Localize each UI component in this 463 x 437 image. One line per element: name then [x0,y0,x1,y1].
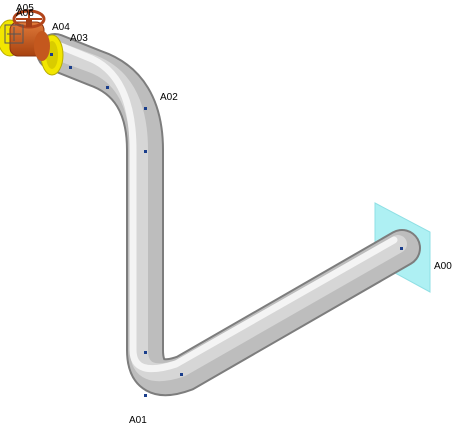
node-label-a02[interactable]: A02 [160,92,178,103]
node-markers [50,53,403,397]
valve-assembly [0,9,50,61]
node-dot [144,394,147,397]
node-dot [144,150,147,153]
pipe-midtone [46,41,407,382]
node-dot [180,373,183,376]
node-dot [69,66,72,69]
pipe-highlight [54,41,398,373]
node-dot [50,53,53,56]
node-selection-box [4,24,24,44]
node-label-a06[interactable]: A06 [16,8,34,19]
node-dot [144,107,147,110]
node-dot [106,86,109,89]
pipe-body [38,35,419,395]
node-label-a03[interactable]: A03 [70,33,88,44]
node-label-a00[interactable]: A00 [434,261,452,272]
node-label-a01[interactable]: A01 [129,415,147,426]
node-label-a05[interactable]: A05 [16,3,34,14]
node-dot [144,351,147,354]
node-label-a04[interactable]: A04 [52,22,70,33]
node-dot [400,247,403,250]
